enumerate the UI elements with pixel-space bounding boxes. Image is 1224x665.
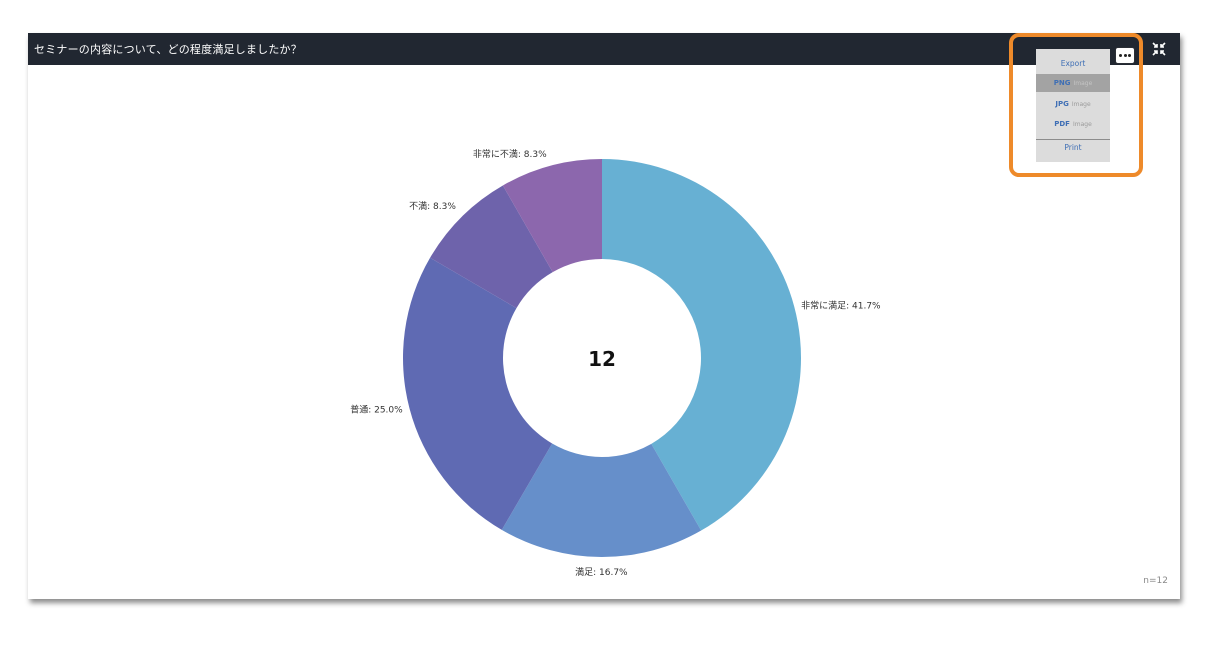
export-jpg-label: JPG: [1055, 100, 1069, 108]
sample-size-note: n=12: [1143, 576, 1168, 586]
chart-title: セミナーの内容について、どの程度満足しましたか？: [34, 43, 302, 56]
export-pdf-sub: Image: [1072, 121, 1092, 128]
pie-slice-3[interactable]: [430, 185, 553, 309]
slice-label-2: 普通: 25.0%: [350, 404, 403, 416]
pie-slice-0[interactable]: [602, 159, 801, 531]
export-pdf-item[interactable]: PDF Image: [1036, 115, 1110, 133]
print-item[interactable]: Print: [1064, 143, 1082, 152]
pie-slice-1[interactable]: [501, 443, 702, 557]
export-pdf-label: PDF: [1054, 120, 1070, 128]
slice-label-4: 非常に不満: 8.3%: [473, 148, 547, 160]
pie-slice-4[interactable]: [502, 159, 602, 273]
center-total: 12: [588, 347, 616, 371]
slice-label-0: 非常に満足: 41.7%: [801, 300, 881, 312]
export-menu: Export PNG Image JPG Image PDF Image Print: [1036, 49, 1110, 162]
slice-label-1: 満足: 16.7%: [575, 567, 628, 578]
export-menu-header: Export: [1060, 59, 1086, 68]
export-png-label: PNG: [1053, 79, 1071, 87]
collapse-arrows-icon[interactable]: [1152, 42, 1166, 56]
export-png-sub: Image: [1073, 80, 1093, 87]
pie-slice-2[interactable]: [402, 257, 553, 530]
slice-label-3: 不満: 8.3%: [409, 201, 456, 212]
export-jpg-sub: Image: [1071, 101, 1091, 108]
donut-chart: 非常に満足: 41.7% 満足: 16.7% 普通: 25.0% 不満: 8.3% 非常…: [350, 148, 881, 578]
export-png-item[interactable]: PNG Image: [1036, 74, 1110, 92]
menu-highlight-box: [1009, 33, 1143, 177]
more-dots-icon[interactable]: [1115, 47, 1135, 64]
menu-separator: [1036, 139, 1110, 140]
chart-panel: セミナーの内容について、どの程度満足しましたか？ 非常に満足: 41.7% 満足:…: [28, 33, 1180, 599]
export-jpg-item[interactable]: JPG Image: [1036, 95, 1110, 113]
title-bar: セミナーの内容について、どの程度満足しましたか？: [28, 33, 1180, 65]
